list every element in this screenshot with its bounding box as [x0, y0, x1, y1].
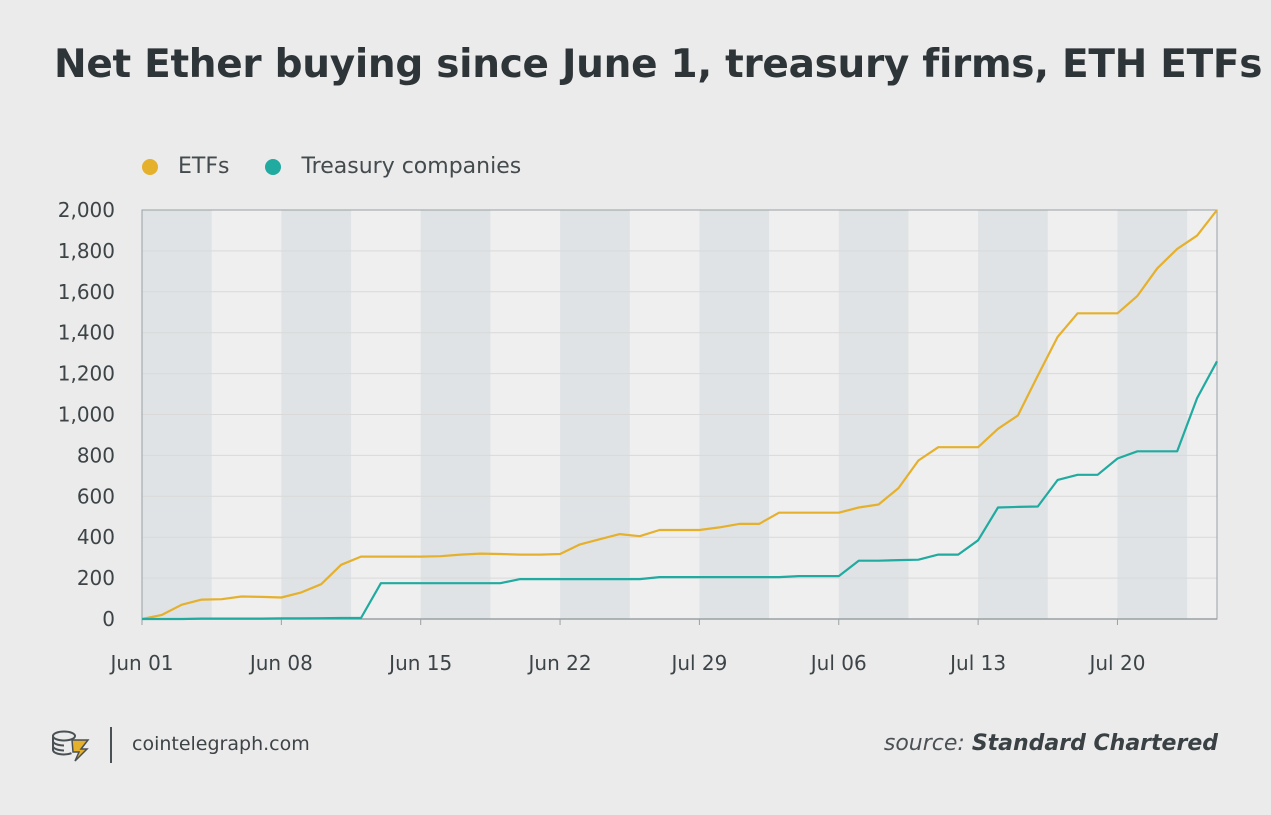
- y-tick-label: 1,400: [58, 321, 115, 345]
- x-tick-label: Jul 13: [948, 651, 1006, 675]
- y-tick-label: 1,200: [58, 362, 115, 386]
- site-name: cointelegraph.com: [132, 733, 310, 755]
- legend-item-treasury: Treasury companies: [265, 154, 521, 179]
- y-tick-label: 1,000: [58, 403, 115, 427]
- y-tick-label: 1,600: [58, 280, 115, 304]
- footer-divider: [110, 727, 112, 763]
- y-tick-label: 0: [102, 607, 115, 631]
- series-line-treasury: [142, 360, 1218, 621]
- x-tick-label: Jul 20: [1087, 651, 1145, 675]
- x-tick-label: Jun 15: [387, 651, 452, 675]
- series-line-etfs: [141, 209, 1218, 621]
- cointelegraph-logo-icon: [50, 728, 92, 766]
- y-tick-label: 600: [77, 484, 115, 508]
- x-tick-label: Jun 22: [527, 651, 592, 675]
- legend-item-etfs: ETFs: [142, 154, 229, 179]
- x-tick-label: Jul 29: [669, 651, 727, 675]
- source-prefix: source:: [883, 731, 965, 756]
- chart-title: Net Ether buying since June 1, treasury …: [54, 42, 1263, 87]
- x-tick-label: Jun 01: [108, 651, 173, 675]
- source-credit: source: Standard Chartered: [884, 731, 1218, 756]
- x-tick-label: Jul 06: [809, 651, 867, 675]
- legend-marker-treasury: [265, 158, 282, 175]
- legend-marker-etfs: [142, 158, 158, 175]
- y-tick-label: 400: [77, 525, 115, 549]
- y-tick-label: 1,800: [58, 239, 115, 263]
- legend-label-etfs: ETFs: [178, 154, 230, 179]
- y-tick-label: 200: [77, 566, 115, 590]
- y-tick-label: 800: [77, 443, 115, 467]
- source-name: Standard Chartered: [971, 731, 1218, 756]
- x-tick-label: Jun 08: [248, 651, 313, 675]
- y-tick-label: 2,000: [58, 198, 115, 222]
- legend: ETFs Treasury companies: [142, 154, 557, 179]
- legend-label-treasury: Treasury companies: [301, 154, 522, 179]
